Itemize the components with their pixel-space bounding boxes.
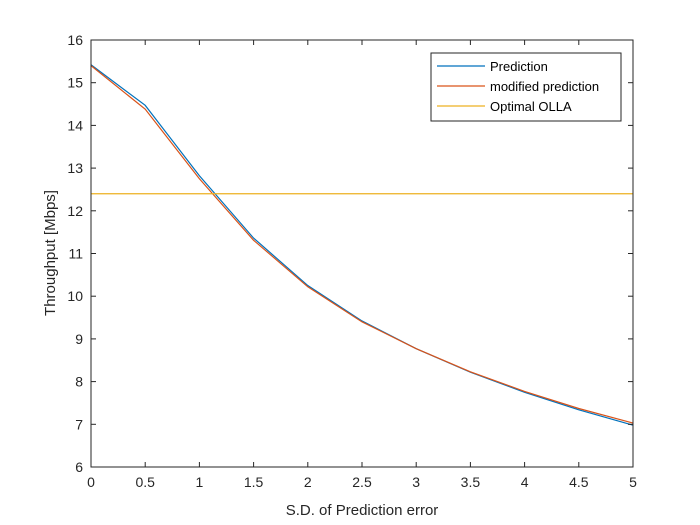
x-tick-label: 4 (521, 474, 529, 490)
legend: Prediction modified prediction Optimal OLL… (430, 52, 622, 122)
x-tick-label: 4.5 (569, 474, 589, 490)
legend-entry: modified prediction (490, 79, 599, 94)
series-lines (90, 64, 634, 426)
x-tick-label: 0.5 (135, 474, 155, 490)
x-axis-ticks: 0 0.5 1 1.5 2 2.5 3 3.5 4 4.5 5 (87, 40, 637, 490)
x-tick-label: 2 (304, 474, 312, 490)
y-tick-label: 16 (67, 32, 83, 48)
series-line-2 (90, 65, 634, 424)
y-tick-label: 10 (67, 288, 83, 304)
series-line-1 (90, 64, 634, 426)
legend-box (430, 52, 622, 122)
y-tick-label: 7 (75, 416, 83, 432)
y-tick-label: 15 (67, 75, 83, 91)
legend-entry: Optimal OLLA (490, 99, 572, 114)
y-axis-ticks: 6 7 8 9 10 11 12 13 14 15 16 (67, 32, 633, 475)
y-tick-label: 12 (67, 203, 83, 219)
x-tick-label: 0 (87, 474, 95, 490)
y-tick-label: 14 (67, 117, 83, 133)
x-tick-label: 3 (412, 474, 420, 490)
y-tick-label: 9 (75, 331, 83, 347)
y-tick-label: 13 (67, 160, 83, 176)
x-axis-label: S.D. of Prediction error (286, 502, 439, 519)
y-tick-label: 11 (68, 246, 83, 262)
x-tick-label: 2.5 (352, 474, 372, 490)
y-tick-label: 6 (75, 459, 83, 475)
x-tick-label: 5 (629, 474, 637, 490)
legend-entry: Prediction (490, 59, 548, 74)
x-tick-label: 1.5 (244, 474, 264, 490)
y-tick-label: 8 (75, 374, 83, 390)
x-tick-label: 1 (196, 474, 204, 490)
y-axis-label: Throughput [Mbps] (42, 190, 59, 316)
x-tick-label: 3.5 (461, 474, 481, 490)
